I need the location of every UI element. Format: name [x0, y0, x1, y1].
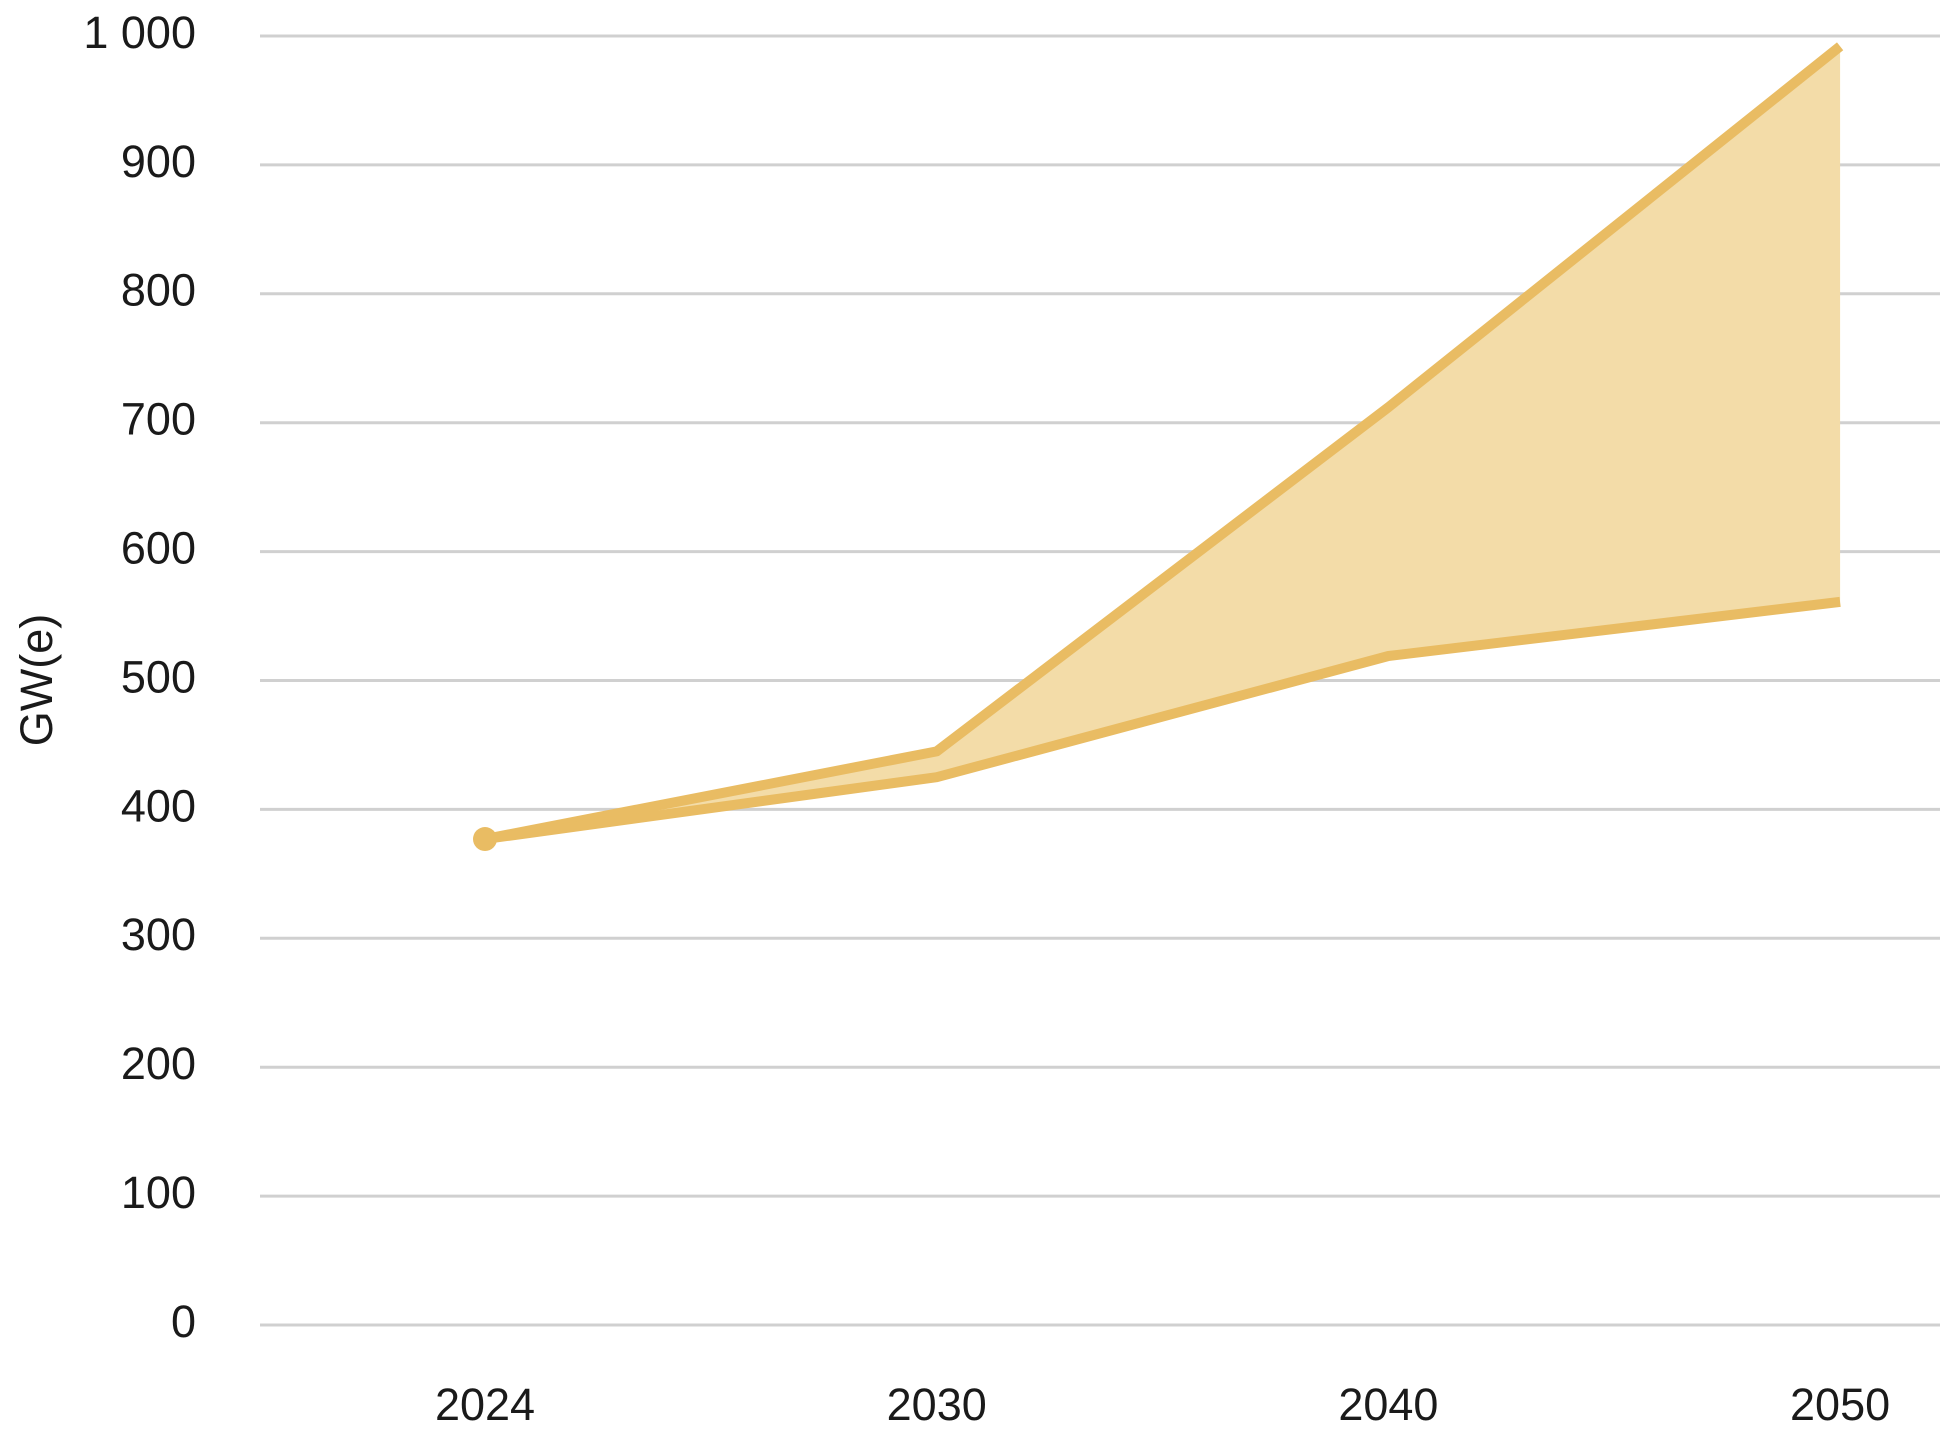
series-line: [484, 596, 1841, 845]
y-tick-label: 700: [121, 394, 196, 445]
y-tick-label: 300: [121, 909, 196, 960]
y-tick-label: 600: [121, 522, 196, 573]
series-line: [484, 42, 1844, 844]
x-tick-label: 2030: [887, 1379, 987, 1430]
y-tick-label: 200: [121, 1038, 196, 1089]
y-tick-label: 100: [121, 1167, 196, 1218]
x-tick-label: 2024: [435, 1379, 535, 1430]
y-tick-label: 500: [121, 651, 196, 702]
y-axis-label: GW(e): [11, 614, 62, 746]
y-tick-label: 400: [121, 780, 196, 831]
y-tick-label: 900: [121, 136, 196, 187]
y-tick-label: 1 000: [83, 7, 196, 58]
x-tick-label: 2050: [1790, 1379, 1890, 1430]
y-tick-label: 0: [171, 1296, 196, 1347]
y-tick-label: 800: [121, 265, 196, 316]
x-tick-label: 2040: [1338, 1379, 1438, 1430]
start-marker: [473, 827, 497, 852]
